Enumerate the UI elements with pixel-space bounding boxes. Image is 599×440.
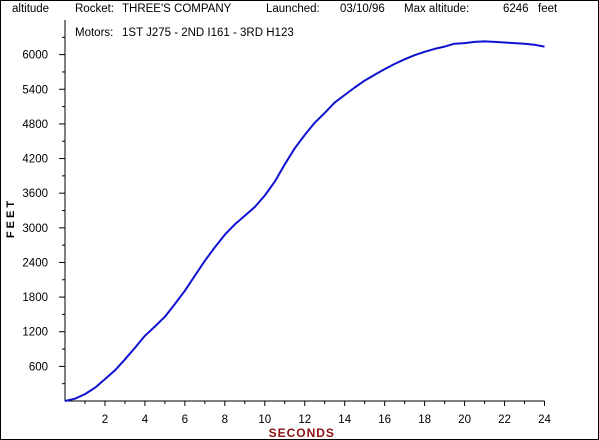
x-tick-label: 4 — [142, 414, 149, 426]
y-tick-label: 5400 — [22, 84, 48, 96]
x-tick-label: 8 — [222, 414, 228, 426]
x-tick-label: 16 — [378, 414, 391, 426]
x-tick-label: 22 — [498, 414, 511, 426]
motors-label: Motors: — [75, 27, 114, 39]
chart-ticks: 2 4 6 8 10 12 14 16 18 20 22 2460012001800240030003… — [22, 36, 551, 426]
x-axis-label: SECONDS — [269, 426, 335, 440]
graph-type-label: altitude — [12, 3, 50, 15]
x-tick-label: 6 — [182, 414, 188, 426]
x-tick-label: 12 — [298, 414, 311, 426]
y-tick-label: 4800 — [22, 119, 48, 131]
y-tick-label: 6000 — [22, 50, 48, 62]
x-tick-label: 20 — [458, 414, 471, 426]
x-tick-label: 10 — [258, 414, 271, 426]
x-tick-label: 2 — [102, 414, 108, 426]
max-altitude-value: 6246 — [503, 3, 529, 15]
motors-value: 1ST J275 - 2ND I161 - 3RD H123 — [122, 27, 294, 39]
y-tick-label: 3600 — [22, 188, 48, 200]
y-tick-label: 2400 — [22, 257, 48, 269]
y-tick-label: 4200 — [22, 154, 48, 166]
chart-axes — [64, 20, 545, 402]
rocket-label: Rocket: — [75, 3, 114, 15]
max-altitude-unit: feet — [538, 3, 558, 15]
y-tick-label: 1800 — [22, 292, 48, 304]
max-altitude-label: Max altitude: — [404, 3, 470, 15]
x-tick-label: 14 — [338, 414, 351, 426]
y-axis-label: FEET — [5, 198, 17, 238]
chart-series — [64, 40, 545, 402]
x-tick-label: 18 — [418, 414, 431, 426]
altitude-series-line — [64, 40, 545, 402]
y-tick-label: 3000 — [22, 223, 48, 235]
y-tick-label: 600 — [29, 361, 48, 373]
x-tick-label: 24 — [538, 414, 551, 426]
launched-label: Launched: — [266, 3, 320, 15]
y-tick-label: 1200 — [22, 327, 48, 339]
launched-date: 03/10/96 — [340, 3, 385, 15]
rocket-name: THREE'S COMPANY — [122, 3, 232, 15]
